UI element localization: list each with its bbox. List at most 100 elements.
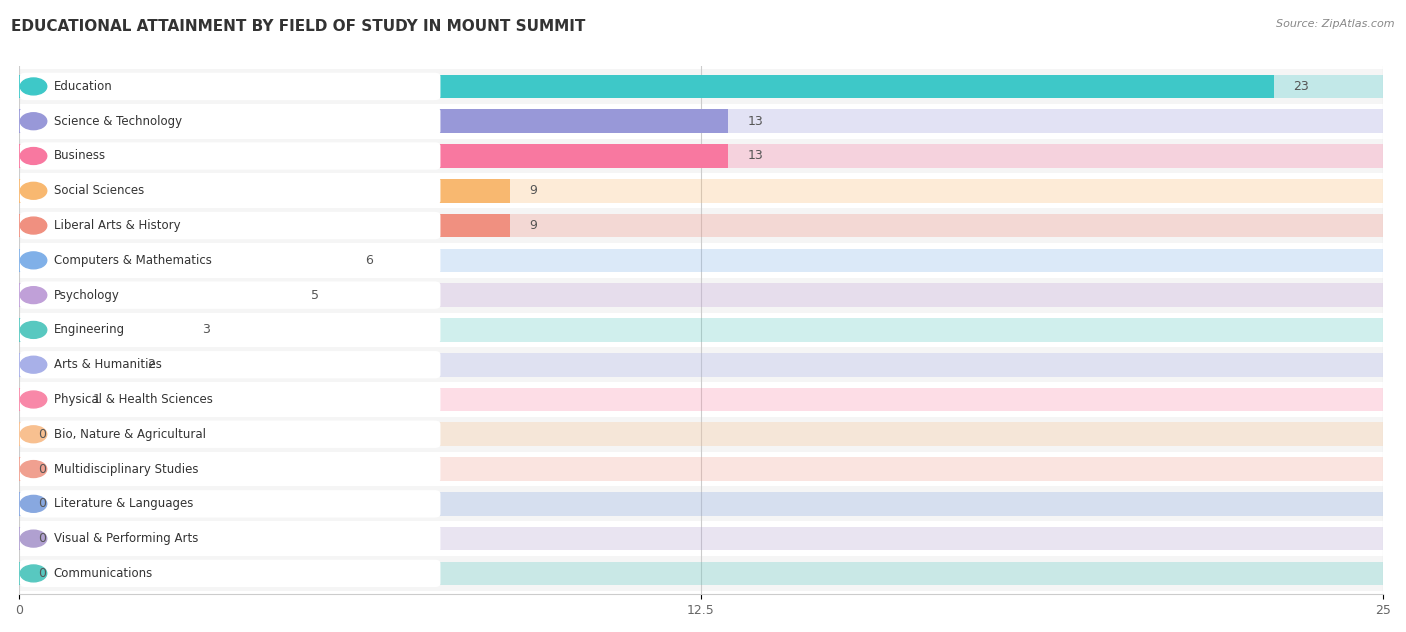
Bar	[20, 109, 728, 133]
Text: 2: 2	[148, 358, 155, 371]
Bar	[20, 353, 128, 377]
Bar	[20, 283, 1384, 307]
FancyBboxPatch shape	[20, 177, 440, 205]
Text: 0: 0	[38, 567, 46, 580]
Circle shape	[20, 322, 46, 338]
Circle shape	[20, 217, 46, 234]
Bar	[20, 562, 1384, 585]
Circle shape	[20, 565, 46, 582]
Bar	[20, 318, 1384, 342]
Text: Liberal Arts & History: Liberal Arts & History	[53, 219, 180, 232]
Circle shape	[20, 147, 46, 164]
Bar	[20, 387, 73, 411]
Text: 13: 13	[748, 115, 763, 128]
Text: Physical & Health Sciences: Physical & Health Sciences	[53, 393, 212, 406]
Bar	[20, 556, 1384, 591]
Bar	[20, 562, 32, 585]
Text: Computers & Mathematics: Computers & Mathematics	[53, 254, 212, 267]
Bar	[20, 179, 510, 203]
Text: Science & Technology: Science & Technology	[53, 115, 181, 128]
Text: Communications: Communications	[53, 567, 153, 580]
Bar	[20, 248, 346, 272]
Bar	[20, 382, 1384, 417]
Text: EDUCATIONAL ATTAINMENT BY FIELD OF STUDY IN MOUNT SUMMIT: EDUCATIONAL ATTAINMENT BY FIELD OF STUDY…	[11, 19, 586, 34]
Bar	[20, 348, 1384, 382]
FancyBboxPatch shape	[20, 107, 440, 135]
Circle shape	[20, 183, 46, 199]
Bar	[20, 422, 32, 446]
Bar	[20, 353, 1384, 377]
Text: 0: 0	[38, 532, 46, 545]
Text: Bio, Nature & Agricultural: Bio, Nature & Agricultural	[53, 428, 205, 441]
Bar	[20, 487, 1384, 521]
Bar	[20, 69, 1384, 104]
Bar	[20, 313, 1384, 348]
Bar	[20, 417, 1384, 452]
Bar	[20, 422, 1384, 446]
Text: 23: 23	[1294, 80, 1309, 93]
Text: Business: Business	[53, 150, 105, 162]
Bar	[20, 457, 32, 481]
Circle shape	[20, 112, 46, 130]
Text: Psychology: Psychology	[53, 289, 120, 301]
FancyBboxPatch shape	[20, 142, 440, 169]
Circle shape	[20, 252, 46, 269]
Bar	[20, 521, 1384, 556]
Bar	[20, 492, 1384, 516]
Text: 0: 0	[38, 463, 46, 475]
Text: Literature & Languages: Literature & Languages	[53, 497, 193, 510]
FancyBboxPatch shape	[20, 525, 440, 552]
FancyBboxPatch shape	[20, 490, 440, 518]
Text: 3: 3	[202, 324, 209, 336]
Bar	[20, 208, 1384, 243]
Circle shape	[20, 426, 46, 442]
Circle shape	[20, 530, 46, 547]
Bar	[20, 109, 1384, 133]
Bar	[20, 457, 1384, 481]
Bar	[20, 277, 1384, 313]
Bar	[20, 387, 1384, 411]
Bar	[20, 214, 1384, 238]
Circle shape	[20, 391, 46, 408]
Bar	[20, 75, 1384, 98]
Bar	[20, 492, 32, 516]
Text: Education: Education	[53, 80, 112, 93]
Text: Social Sciences: Social Sciences	[53, 185, 143, 197]
Bar	[20, 318, 183, 342]
Bar	[20, 75, 1274, 98]
Bar	[20, 248, 1384, 272]
Bar	[20, 527, 32, 550]
FancyBboxPatch shape	[20, 316, 440, 344]
FancyBboxPatch shape	[20, 421, 440, 448]
FancyBboxPatch shape	[20, 212, 440, 240]
FancyBboxPatch shape	[20, 351, 440, 379]
Text: 9: 9	[529, 219, 537, 232]
FancyBboxPatch shape	[20, 246, 440, 274]
Bar	[20, 144, 1384, 168]
Text: 9: 9	[529, 185, 537, 197]
Circle shape	[20, 78, 46, 95]
Bar	[20, 214, 510, 238]
Circle shape	[20, 287, 46, 303]
Circle shape	[20, 356, 46, 373]
FancyBboxPatch shape	[20, 281, 440, 309]
FancyBboxPatch shape	[20, 386, 440, 413]
Text: Multidisciplinary Studies: Multidisciplinary Studies	[53, 463, 198, 475]
Text: Engineering: Engineering	[53, 324, 125, 336]
Circle shape	[20, 461, 46, 478]
Bar	[20, 138, 1384, 173]
Bar	[20, 243, 1384, 277]
Bar	[20, 144, 728, 168]
Bar	[20, 452, 1384, 487]
Text: Arts & Humanities: Arts & Humanities	[53, 358, 162, 371]
Text: 6: 6	[366, 254, 374, 267]
FancyBboxPatch shape	[20, 560, 440, 587]
Text: Visual & Performing Arts: Visual & Performing Arts	[53, 532, 198, 545]
Text: 1: 1	[93, 393, 101, 406]
Bar	[20, 527, 1384, 550]
Text: 0: 0	[38, 497, 46, 510]
Bar	[20, 104, 1384, 138]
Text: 5: 5	[311, 289, 319, 301]
Text: 13: 13	[748, 150, 763, 162]
Circle shape	[20, 495, 46, 513]
